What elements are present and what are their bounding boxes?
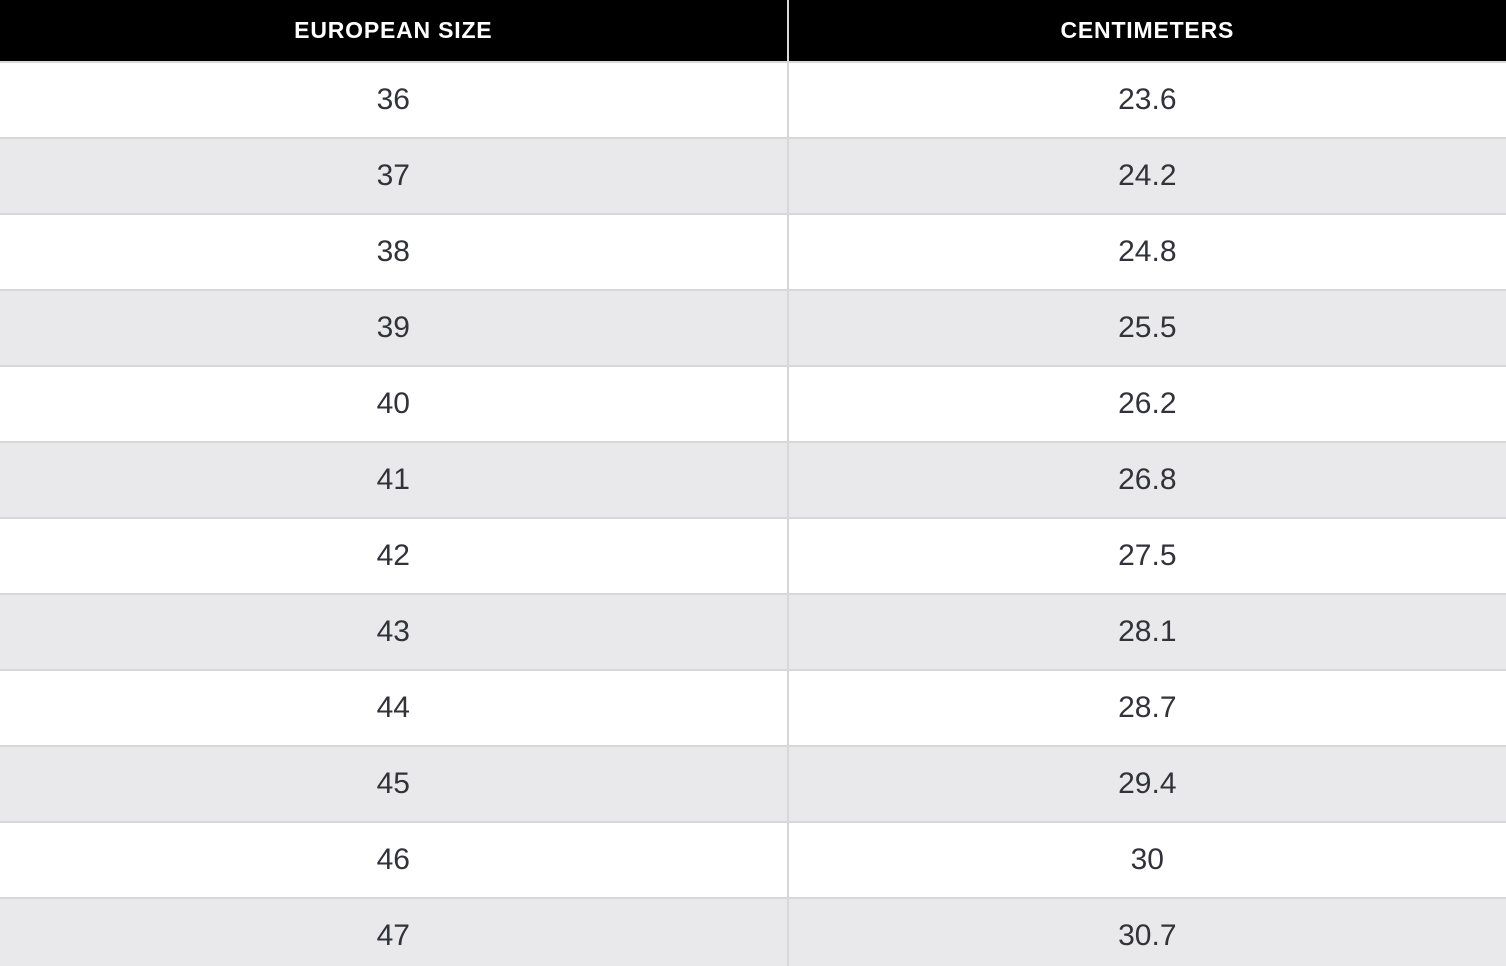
table-row: 43 28.1 bbox=[0, 594, 1506, 671]
european-size-cell: 42 bbox=[0, 518, 789, 595]
centimeters-cell: 23.6 bbox=[787, 62, 1506, 139]
table-row: 40 26.2 bbox=[0, 366, 1506, 443]
centimeters-cell: 29.4 bbox=[787, 746, 1506, 823]
centimeters-cell: 30.7 bbox=[787, 898, 1506, 966]
centimeters-cell: 24.2 bbox=[787, 138, 1506, 215]
european-size-cell: 46 bbox=[0, 822, 789, 899]
european-size-cell: 36 bbox=[0, 62, 789, 139]
european-size-cell: 45 bbox=[0, 746, 789, 823]
table-row: 38 24.8 bbox=[0, 214, 1506, 291]
table-row: 39 25.5 bbox=[0, 290, 1506, 367]
centimeters-cell: 28.7 bbox=[787, 670, 1506, 747]
european-size-cell: 47 bbox=[0, 898, 789, 966]
centimeters-cell: 27.5 bbox=[787, 518, 1506, 595]
table-row: 44 28.7 bbox=[0, 670, 1506, 747]
table-row: 47 30.7 bbox=[0, 898, 1506, 966]
table-row: 45 29.4 bbox=[0, 746, 1506, 823]
table-row: 37 24.2 bbox=[0, 138, 1506, 215]
european-size-cell: 38 bbox=[0, 214, 789, 291]
header-row: EUROPEAN SIZE CENTIMETERS bbox=[0, 0, 1506, 63]
european-size-cell: 39 bbox=[0, 290, 789, 367]
table-row: 46 30 bbox=[0, 822, 1506, 899]
european-size-cell: 41 bbox=[0, 442, 789, 519]
table-body: 36 23.6 37 24.2 38 24.8 39 25.5 40 26.2 41 26.8 42 27… bbox=[0, 62, 1506, 966]
table-header: EUROPEAN SIZE CENTIMETERS bbox=[0, 0, 1506, 63]
european-size-cell: 43 bbox=[0, 594, 789, 671]
centimeters-cell: 28.1 bbox=[787, 594, 1506, 671]
table-row: 41 26.8 bbox=[0, 442, 1506, 519]
table-row: 36 23.6 bbox=[0, 62, 1506, 139]
column-header-european-size: EUROPEAN SIZE bbox=[0, 0, 789, 63]
column-header-centimeters: CENTIMETERS bbox=[787, 0, 1506, 63]
european-size-cell: 40 bbox=[0, 366, 789, 443]
centimeters-cell: 24.8 bbox=[787, 214, 1506, 291]
european-size-cell: 44 bbox=[0, 670, 789, 747]
table-row: 42 27.5 bbox=[0, 518, 1506, 595]
centimeters-cell: 26.2 bbox=[787, 366, 1506, 443]
centimeters-cell: 30 bbox=[787, 822, 1506, 899]
centimeters-cell: 25.5 bbox=[787, 290, 1506, 367]
european-size-cell: 37 bbox=[0, 138, 789, 215]
centimeters-cell: 26.8 bbox=[787, 442, 1506, 519]
